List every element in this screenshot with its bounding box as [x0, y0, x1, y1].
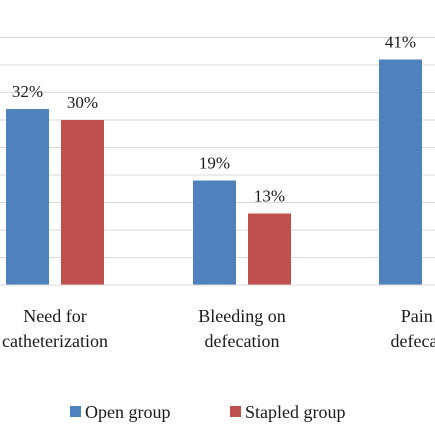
data-label: 41% — [385, 33, 416, 52]
category-labels: Need for catheterization Bleeding on defeca… — [2, 306, 435, 351]
bar-open-group — [6, 109, 49, 285]
legend-label: Open group — [85, 402, 170, 422]
bar-open-group — [193, 180, 236, 285]
legend-swatch — [230, 406, 241, 417]
legend: Open group Stapled group — [70, 402, 346, 422]
data-label: 32% — [12, 82, 43, 101]
category-label: Bleeding on defecation — [198, 306, 286, 351]
category-label: Need for catheterization — [2, 306, 108, 351]
bar-stapled-group — [248, 213, 291, 285]
data-label: 19% — [199, 154, 230, 173]
bars — [6, 59, 422, 285]
data-label: 13% — [254, 187, 285, 206]
legend-label: Stapled group — [245, 402, 346, 422]
bar-stapled-group — [61, 120, 104, 285]
data-labels: 32% 19% 41% 30% 13% — [12, 33, 416, 206]
legend-swatch — [70, 406, 81, 417]
data-label: 30% — [67, 93, 98, 112]
bar-open-group — [379, 59, 422, 285]
